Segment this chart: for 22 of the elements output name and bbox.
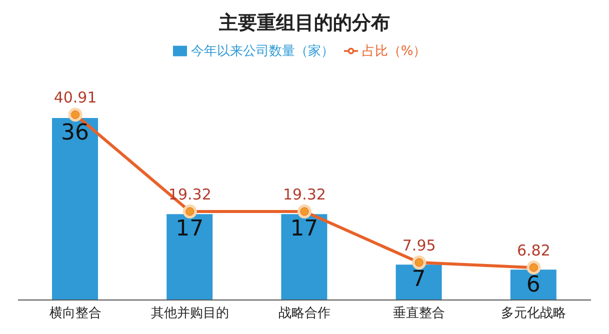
x-tick-label: 战略合作 (278, 306, 330, 322)
data-label: 40.91 (54, 88, 97, 107)
x-tick-label: 垂直整合 (393, 306, 446, 322)
data-label: 7.95 (402, 236, 436, 255)
data-label: 36 (61, 120, 89, 146)
data-label: 19.32 (168, 186, 212, 204)
data-label: 7 (412, 267, 426, 292)
chart-title: 主要重组目的的分布 (218, 11, 391, 36)
legend-label: 占比（%） (362, 44, 426, 59)
data-label: 19.32 (283, 186, 326, 204)
data-label: 6.82 (516, 242, 550, 260)
x-tick-label: 多元化战略 (501, 306, 566, 322)
bar (396, 264, 442, 300)
data-label: 6 (526, 272, 540, 298)
bar (166, 214, 213, 300)
x-tick-label: 其他并购目的 (150, 306, 229, 322)
data-label: 17 (290, 216, 318, 242)
data-label: 17 (176, 216, 204, 242)
x-tick-label: 横向整合 (49, 306, 102, 322)
bar (52, 118, 98, 300)
bar (281, 214, 328, 300)
legend-label: 今年以来公司数量（家） (190, 44, 334, 59)
